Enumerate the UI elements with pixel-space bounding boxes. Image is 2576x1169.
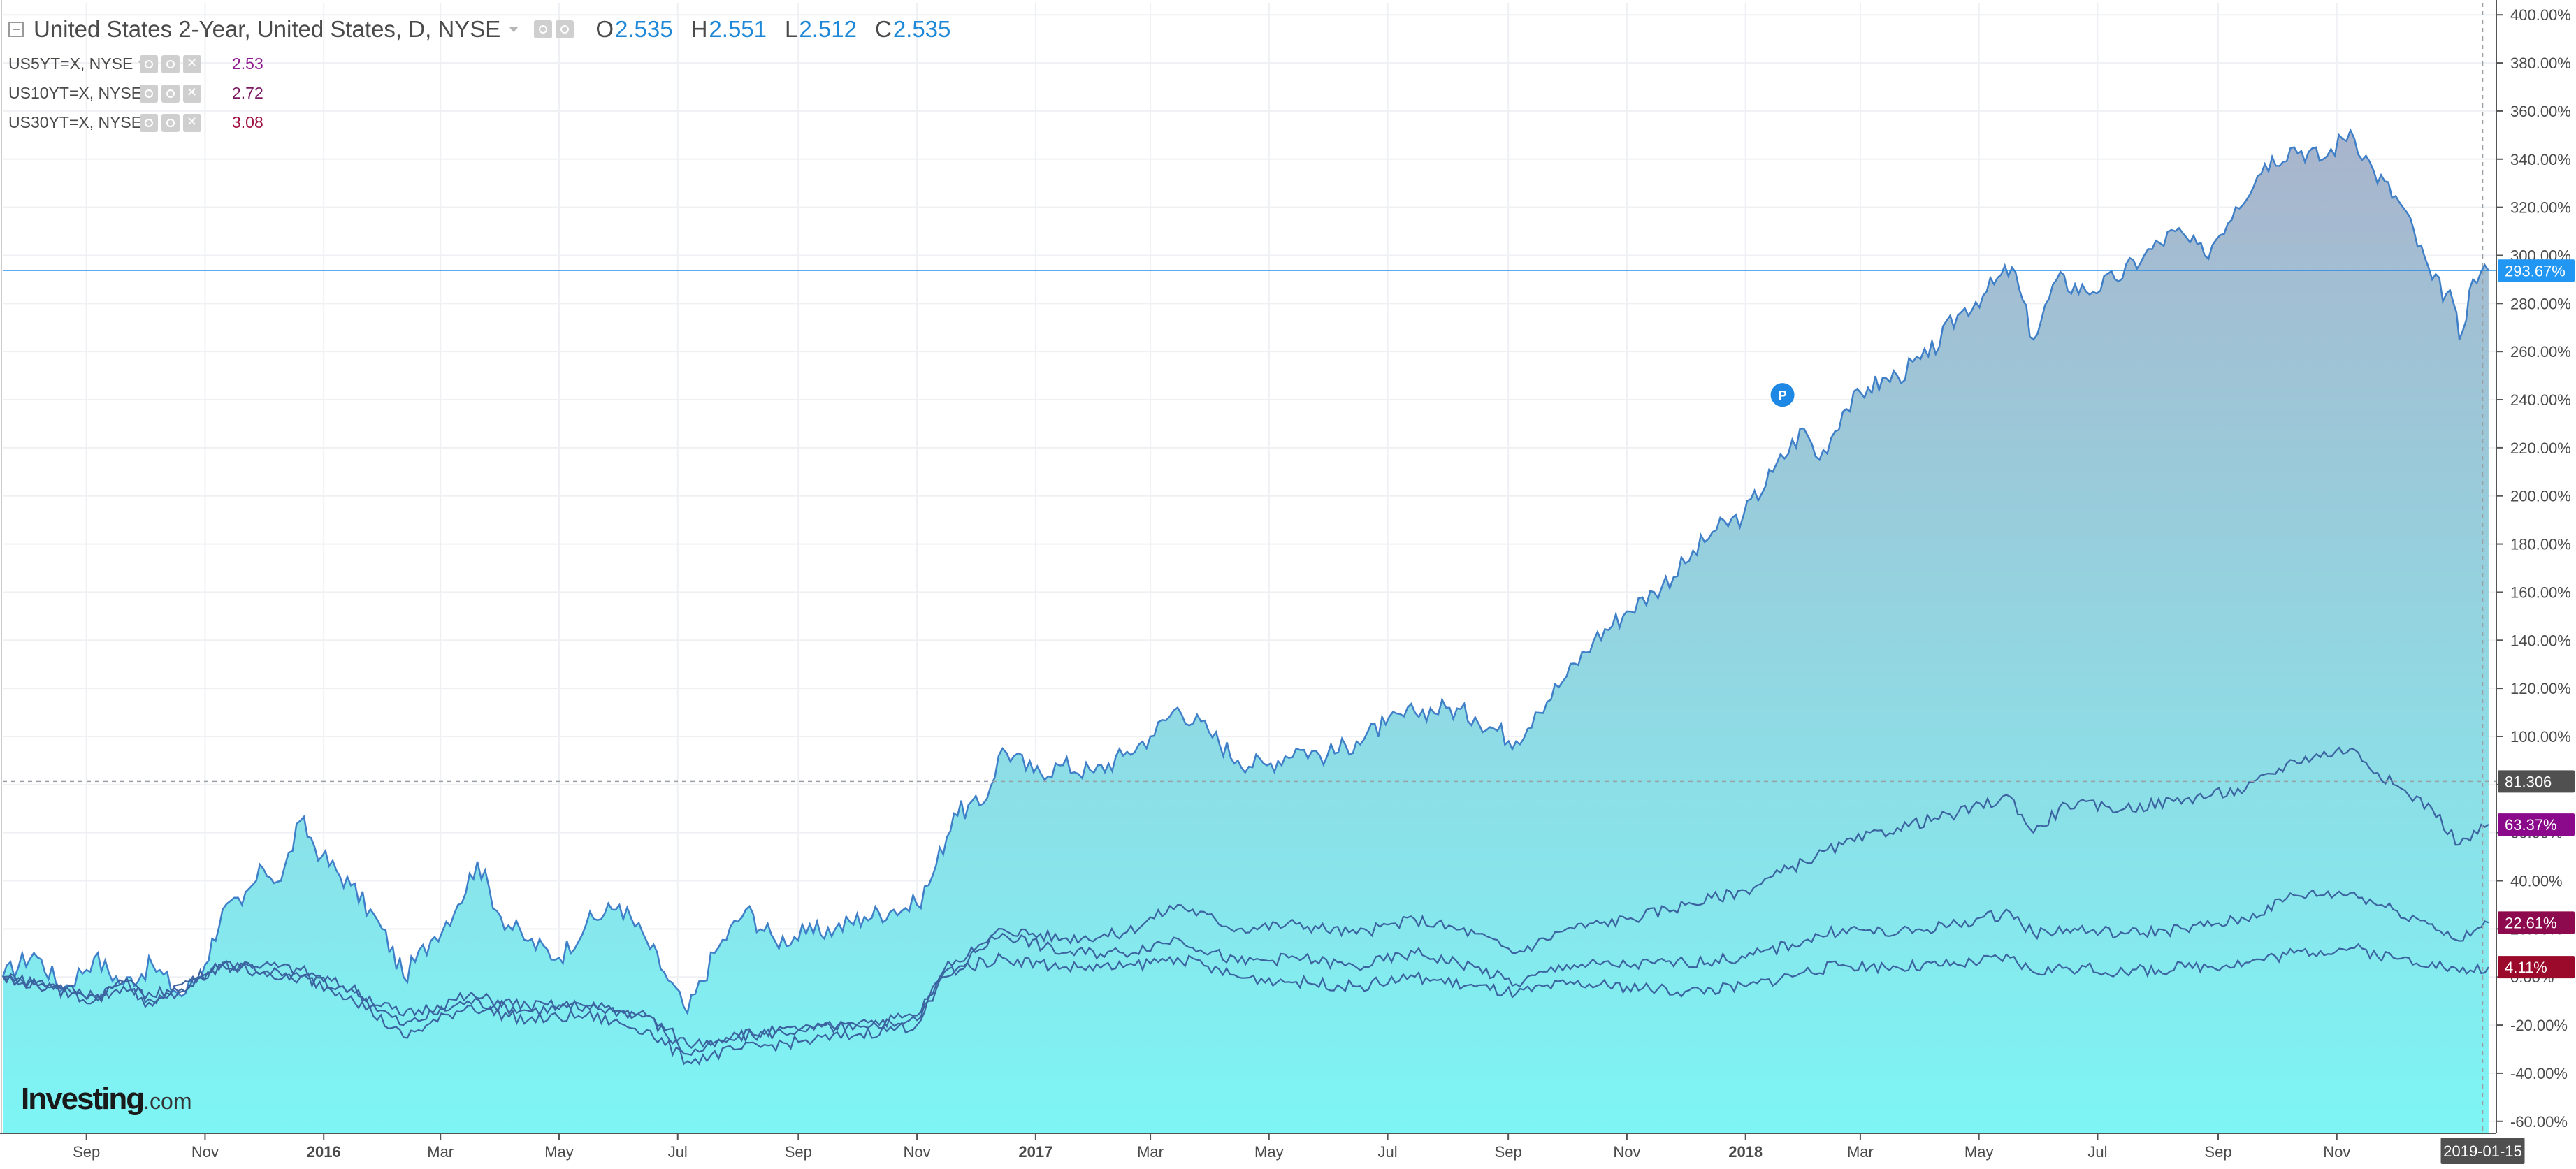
- y-tick-label: 320.00%: [2510, 199, 2571, 217]
- compare-symbol-label[interactable]: US5YT=X, NYSE: [8, 55, 149, 73]
- x-tick-label: Mar: [1847, 1143, 1874, 1161]
- compare-legend-us10y[interactable]: US10YT=X, NYSE 2.72: [8, 78, 950, 108]
- us2y-area-fill: [3, 130, 2489, 1133]
- x-tick-label: 2017: [1018, 1143, 1052, 1161]
- series-area: [3, 130, 2489, 1133]
- x-tick-label: Sep: [1495, 1143, 1522, 1161]
- us5y-last-badge-text: 63.37%: [2505, 816, 2557, 834]
- y-tick-label: -40.00%: [2510, 1065, 2568, 1082]
- us2y-series-line: [1, 128, 2489, 1016]
- compare-symbol-label[interactable]: US10YT=X, NYSE: [8, 84, 158, 103]
- x-tick-label: May: [1254, 1143, 1284, 1161]
- overlays: P: [3, 3, 2496, 1133]
- chevron-down-icon[interactable]: [509, 27, 519, 32]
- y-tick-label: 280.00%: [2510, 295, 2571, 312]
- compare-legend-us30y[interactable]: US30YT=X, NYSE 3.08: [8, 108, 950, 137]
- close-icon[interactable]: [183, 113, 201, 132]
- compare-series-line: [2, 943, 2489, 1050]
- y-tick-label: 220.00%: [2510, 440, 2571, 457]
- ohlc-low-key: L: [785, 16, 798, 42]
- y-tick-label: 40.00%: [2510, 873, 2563, 890]
- crosshair-date-badge: [2440, 1138, 2525, 1164]
- us30y-last-badge: [2498, 956, 2575, 979]
- close-icon[interactable]: [183, 84, 201, 103]
- visibility-icon[interactable]: [161, 113, 180, 132]
- ohlc-open-key: O: [595, 16, 614, 42]
- us10y-last-badge: [2498, 911, 2575, 934]
- x-tick-label: Nov: [2323, 1143, 2350, 1161]
- price-scale[interactable]: -60.00%-40.00%-20.00%0.00%20.00%40.00%60…: [2496, 0, 2576, 1169]
- ohlc-open-value: 2.535: [614, 16, 673, 42]
- y-tick-label: 180.00%: [2510, 536, 2571, 553]
- crosshair-value-badge: [2498, 770, 2575, 793]
- settings-icon[interactable]: [140, 113, 158, 132]
- crosshair-date-text: 2019-01-15: [2443, 1142, 2522, 1160]
- note-marker-icon[interactable]: [1770, 383, 1795, 407]
- us5y-last-badge: [2498, 813, 2575, 836]
- collapse-legend-icon[interactable]: [8, 22, 24, 37]
- x-tick-label: Nov: [1613, 1143, 1640, 1161]
- y-tick-label: 400.00%: [2510, 6, 2571, 24]
- ohlc-close-value: 2.535: [892, 16, 951, 42]
- x-tick-label: May: [1964, 1143, 1994, 1161]
- y-tick-label: -60.00%: [2510, 1113, 2568, 1131]
- x-tick-label: Jul: [668, 1143, 688, 1161]
- chart-legend: United States 2-Year, United States, D, …: [8, 10, 950, 137]
- y-tick-label: 200.00%: [2510, 488, 2571, 505]
- ohlc-high-value: 2.551: [709, 16, 767, 42]
- us2y-last-badge-text: 293.67%: [2505, 262, 2566, 279]
- compare-value: 2.72: [232, 83, 263, 102]
- series-lines: [1, 128, 2489, 1066]
- visibility-icon[interactable]: [556, 20, 574, 38]
- x-tick-label: May: [544, 1143, 574, 1161]
- compare-series-line: [2, 889, 2489, 1066]
- x-tick-label: Mar: [427, 1143, 454, 1161]
- y-tick-label: 140.00%: [2510, 632, 2571, 649]
- ohlc-low-value: 2.512: [799, 16, 857, 42]
- x-tick-label: Sep: [785, 1143, 812, 1161]
- scale-badges: 293.67% 81.306 63.37% 22.61% 4.11% 2019-01-15: [2440, 259, 2575, 1164]
- settings-icon[interactable]: [140, 84, 158, 103]
- compare-symbol-label[interactable]: US30YT=X, NYSE: [8, 113, 158, 132]
- main-series-title[interactable]: United States 2-Year, United States, D, …: [34, 16, 501, 42]
- main-series-legend[interactable]: United States 2-Year, United States, D, …: [8, 10, 950, 49]
- y-tick-label: 120.00%: [2510, 680, 2571, 697]
- us2y-last-badge: [2498, 259, 2575, 282]
- x-tick-label: Nov: [904, 1143, 931, 1161]
- y-tick-label: 380.00%: [2510, 55, 2571, 72]
- y-tick-label: 240.00%: [2510, 391, 2571, 409]
- x-tick-label: Sep: [73, 1143, 100, 1161]
- close-icon[interactable]: [183, 55, 201, 73]
- ohlc-high-key: H: [690, 16, 708, 42]
- visibility-icon[interactable]: [161, 55, 180, 73]
- ohlc-close-key: C: [874, 16, 892, 42]
- y-tick-label: 100.00%: [2510, 728, 2571, 746]
- us10y-last-badge-text: 22.61%: [2505, 914, 2557, 931]
- compare-series-line: [2, 746, 2489, 1056]
- time-scale[interactable]: Sep Nov 2016 Mar May Jul Sep Nov 2017 Mar May Jul Se…: [0, 1133, 2496, 1161]
- y-tick-label: 360.00%: [2510, 103, 2571, 120]
- y-tick-label: -20.00%: [2510, 1017, 2568, 1034]
- y-tick-label: 260.00%: [2510, 343, 2571, 361]
- note-marker-label[interactable]: P: [1779, 389, 1787, 402]
- investing-logo: Investing.com: [21, 1082, 192, 1116]
- settings-icon[interactable]: [534, 20, 553, 38]
- compare-value: 2.53: [232, 54, 263, 73]
- compare-legend-us5y[interactable]: US5YT=X, NYSE 2.53: [8, 49, 950, 78]
- x-tick-label: Nov: [191, 1143, 219, 1161]
- x-tick-label: 2018: [1728, 1143, 1763, 1161]
- y-tick-label: 160.00%: [2510, 583, 2571, 601]
- x-tick-label: Sep: [2204, 1143, 2231, 1161]
- x-tick-label: Mar: [1137, 1143, 1164, 1161]
- x-tick-label: 2016: [307, 1143, 341, 1161]
- visibility-icon[interactable]: [161, 84, 180, 103]
- crosshair-value-badge-text: 81.306: [2505, 773, 2552, 790]
- compare-value: 3.08: [232, 112, 263, 131]
- x-tick-label: Jul: [1378, 1143, 1398, 1161]
- settings-icon[interactable]: [140, 55, 158, 73]
- us30y-last-badge-text: 4.11%: [2505, 959, 2547, 976]
- x-tick-label: Jul: [2087, 1143, 2107, 1161]
- y-tick-label: 340.00%: [2510, 151, 2571, 168]
